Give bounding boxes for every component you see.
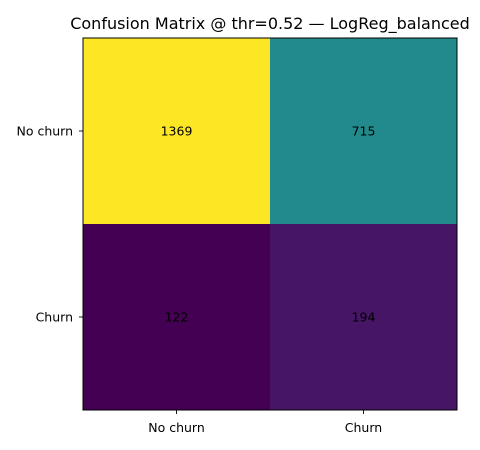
heatmap-cell bbox=[270, 224, 457, 410]
cell-value-label: 1369 bbox=[161, 124, 193, 139]
heatmap-cell bbox=[83, 224, 270, 410]
cell-value-label: 194 bbox=[352, 310, 376, 325]
heatmap-cell bbox=[270, 38, 457, 224]
cell-value-labels: 1369 715 122 194 bbox=[161, 124, 376, 325]
x-tick-label: No churn bbox=[148, 420, 205, 435]
y-tick-label: Churn bbox=[36, 310, 73, 325]
y-axis-ticks: No churn Churn bbox=[16, 124, 83, 325]
y-tick-label: No churn bbox=[16, 124, 73, 139]
cell-value-label: 715 bbox=[352, 124, 376, 139]
heatmap-cell bbox=[83, 38, 270, 224]
heatmap-cells bbox=[83, 38, 457, 410]
plot-frame bbox=[82, 37, 458, 411]
x-axis-ticks: No churn Churn bbox=[148, 410, 382, 435]
cell-value-label: 122 bbox=[165, 310, 189, 325]
chart-title: Confusion Matrix @ thr=0.52 — LogReg_bal… bbox=[70, 14, 470, 34]
x-tick-label: Churn bbox=[345, 420, 382, 435]
